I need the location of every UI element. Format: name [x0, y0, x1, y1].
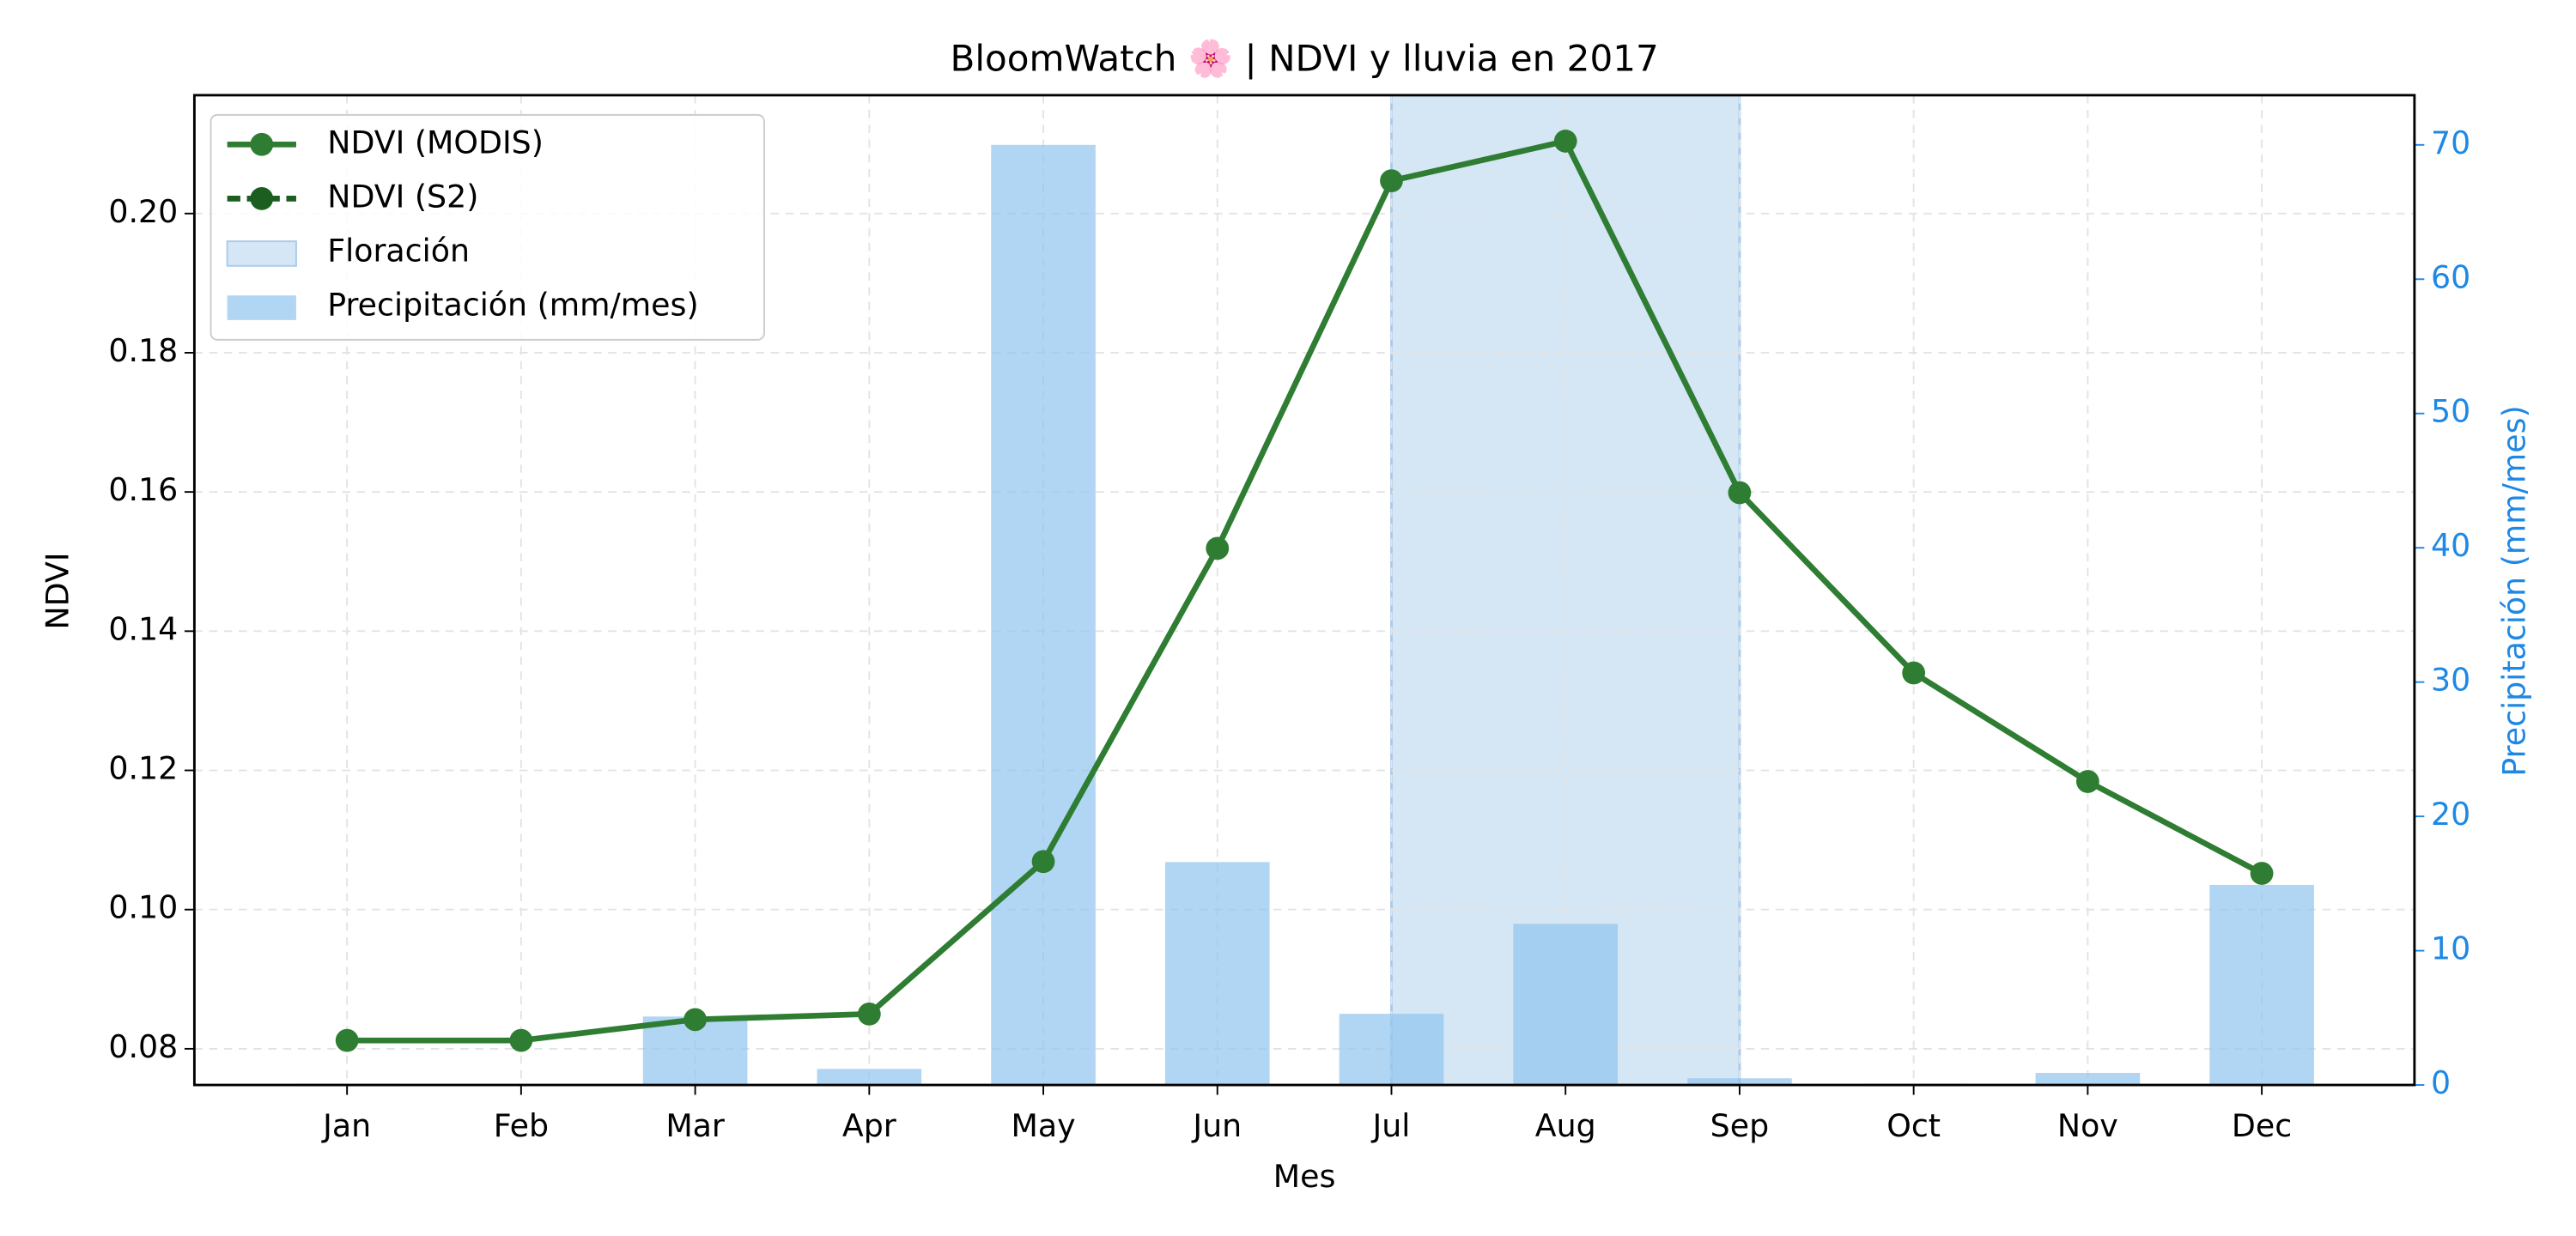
x-tick-label: Mar: [665, 1107, 725, 1144]
y2-tick-label: 0: [2431, 1064, 2451, 1101]
y2-tick-label: 60: [2431, 258, 2470, 295]
point: [2250, 862, 2274, 885]
x-axis-label: Mes: [1273, 1158, 1336, 1195]
point: [1380, 169, 1403, 193]
y2-axis-label: Precipitación (mm/mes): [2495, 405, 2532, 776]
y-axis-label: NDVI: [39, 552, 76, 629]
y2-tick-label: 20: [2431, 796, 2470, 833]
bar: [817, 1069, 922, 1086]
x-tick-label: Feb: [494, 1107, 549, 1144]
point: [335, 1028, 359, 1052]
y-tick-label: 0.16: [108, 471, 178, 508]
legend-patch: [227, 295, 296, 320]
legend-marker: [250, 187, 274, 210]
x-tick-label: May: [1011, 1107, 1075, 1144]
x-tick-label: Jul: [1371, 1107, 1411, 1144]
x-tick-label: Nov: [2057, 1107, 2118, 1144]
point: [509, 1028, 533, 1052]
y2-tick-label: 50: [2431, 393, 2470, 430]
bar: [1164, 862, 1270, 1086]
x-tick-label: Jan: [321, 1107, 371, 1144]
legend-label: Floración: [327, 233, 470, 270]
x-tick-label: Aug: [1535, 1107, 1596, 1144]
y2-tick-label: 30: [2431, 662, 2470, 699]
bar: [2035, 1072, 2141, 1086]
y2-tick-label: 40: [2431, 527, 2470, 564]
bar: [1513, 924, 1619, 1086]
point: [1206, 536, 1230, 560]
point: [1031, 850, 1055, 874]
point: [1553, 130, 1577, 153]
legend-patch: [226, 240, 297, 267]
point: [683, 1008, 707, 1032]
y-tick-label: 0.08: [108, 1028, 178, 1065]
x-tick-label: Dec: [2232, 1107, 2292, 1144]
legend-label: NDVI (S2): [327, 178, 478, 215]
y-tick-label: 0.18: [108, 332, 178, 369]
point: [1902, 661, 1926, 685]
y2-tick-label: 70: [2431, 124, 2470, 161]
y-tick-label: 0.20: [108, 193, 178, 230]
bar: [1339, 1014, 1444, 1086]
y-tick-label: 0.12: [108, 750, 178, 787]
plot-frame: [192, 94, 2416, 1087]
legend-marker: [250, 132, 274, 156]
x-tick-label: Apr: [842, 1107, 896, 1144]
point: [2075, 770, 2099, 793]
bar: [2209, 884, 2314, 1086]
chart-title: BloomWatch 🌸 | NDVI y lluvia en 2017: [951, 37, 1659, 79]
point: [857, 1002, 881, 1026]
bar: [1687, 1078, 1792, 1086]
y-tick-label: 0.14: [108, 610, 178, 647]
bar: [991, 144, 1096, 1086]
x-tick-label: Sep: [1710, 1107, 1769, 1144]
y2-tick-label: 10: [2431, 930, 2470, 967]
line: [347, 137, 2263, 1044]
legend-label: NDVI (MODIS): [327, 124, 544, 161]
point: [1728, 481, 1752, 505]
y-tick-label: 0.10: [108, 889, 178, 926]
legend-box: [210, 113, 765, 341]
x-tick-label: Jun: [1191, 1107, 1242, 1144]
x-tick-label: Oct: [1886, 1107, 1941, 1144]
legend-label: Precipitación (mm/mes): [327, 287, 698, 324]
